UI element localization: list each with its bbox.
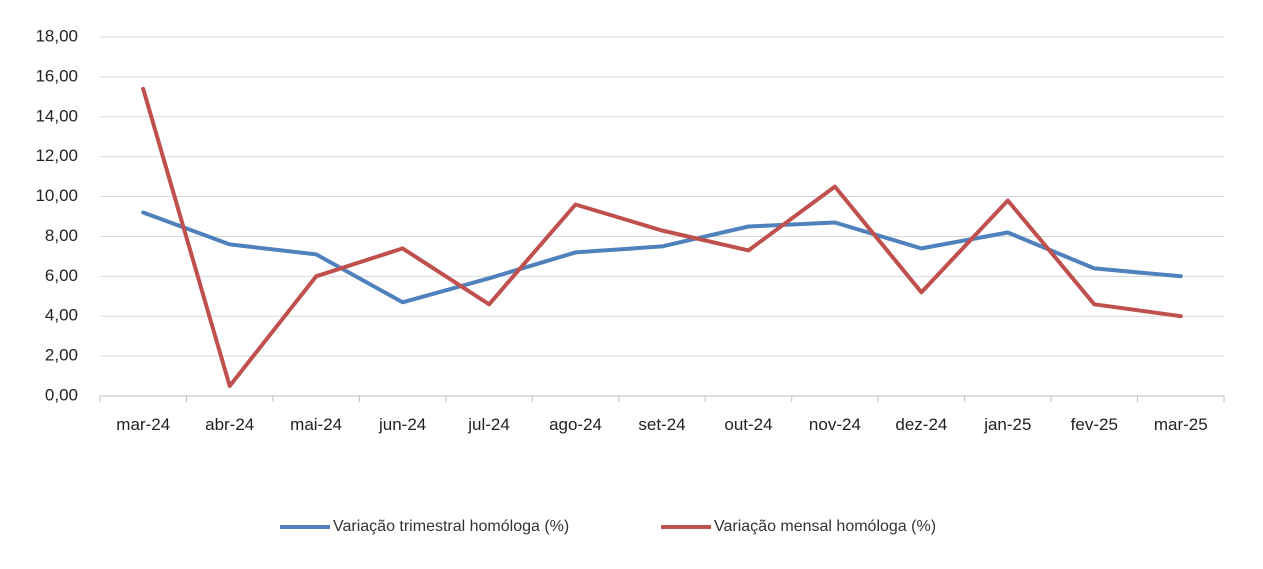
x-tick-label: abr-24 bbox=[205, 415, 254, 434]
y-tick-label: 6,00 bbox=[45, 266, 78, 285]
x-tick-label: mar-24 bbox=[116, 415, 170, 434]
x-tick-label: fev-25 bbox=[1071, 415, 1118, 434]
x-tick-label: dez-24 bbox=[895, 415, 947, 434]
y-tick-label: 14,00 bbox=[35, 106, 78, 125]
y-tick-label: 8,00 bbox=[45, 226, 78, 245]
x-tick-label: jul-24 bbox=[467, 415, 510, 434]
x-axis-ticks: mar-24 abr-24 mai-24 jun-24 jul-24 ago-24 set-… bbox=[99, 396, 1225, 434]
y-tick-label: 4,00 bbox=[45, 306, 78, 325]
y-tick-label: 16,00 bbox=[35, 66, 78, 85]
legend-label-1: Variação trimestral homóloga (%) bbox=[333, 518, 569, 535]
legend: Variação trimestral homóloga (%) Variação… bbox=[280, 518, 936, 535]
y-tick-label: 0,00 bbox=[45, 385, 78, 404]
y-tick-label: 2,00 bbox=[45, 346, 78, 365]
y-tick-label: 12,00 bbox=[35, 146, 78, 165]
x-tick-label: mai-24 bbox=[290, 415, 342, 434]
legend-label-2: Variação mensal homóloga (%) bbox=[714, 518, 936, 535]
x-tick-label: nov-24 bbox=[809, 415, 861, 434]
x-tick-label: set-24 bbox=[638, 415, 685, 434]
x-tick-label: jun-24 bbox=[378, 415, 426, 434]
series-lines bbox=[141, 86, 1183, 388]
y-tick-label: 18,00 bbox=[35, 26, 78, 45]
series-line-1 bbox=[141, 210, 1183, 305]
y-tick-label: 10,00 bbox=[35, 186, 78, 205]
gridlines bbox=[100, 36, 1224, 357]
x-tick-label: out-24 bbox=[724, 415, 772, 434]
y-axis-ticks: 0,00 2,00 4,00 6,00 8,00 10,00 12,00 14,00 16,00… bbox=[35, 26, 78, 404]
x-tick-label: ago-24 bbox=[549, 415, 602, 434]
x-tick-label: jan-25 bbox=[983, 415, 1031, 434]
x-tick-label: mar-25 bbox=[1154, 415, 1208, 434]
series-line-2 bbox=[141, 86, 1183, 388]
